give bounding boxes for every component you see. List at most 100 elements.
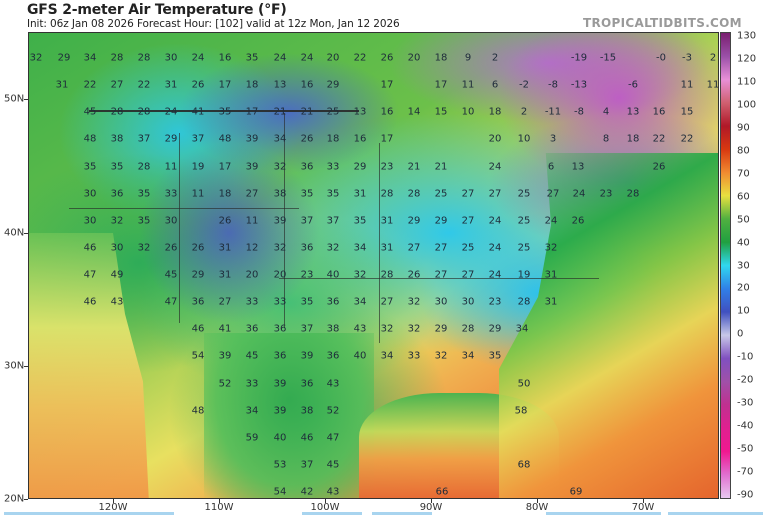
- temperature-label: 28: [137, 106, 151, 118]
- temperature-label: 32: [326, 242, 340, 254]
- temperature-label: 26: [300, 133, 314, 145]
- temperature-label: 21: [407, 161, 421, 173]
- temperature-label: 32: [273, 161, 287, 173]
- temperature-label: 26: [571, 215, 585, 227]
- temperature-label: 25: [326, 106, 340, 118]
- longitude-tick-label: 120W: [98, 502, 128, 513]
- temperature-label: 4: [602, 106, 610, 118]
- temperature-label: 27: [461, 269, 475, 281]
- temperature-label: 11: [461, 79, 475, 91]
- state-border: [284, 113, 285, 328]
- colorbar-tick-label: -20: [737, 374, 754, 386]
- latitude-tick: [24, 499, 28, 500]
- temperature-label: 24: [191, 52, 205, 64]
- temperature-label: 38: [110, 133, 124, 145]
- temperature-label: -3: [682, 52, 692, 64]
- temperature-label: 59: [245, 432, 259, 444]
- temperature-label: 35: [326, 188, 340, 200]
- temperature-label: 37: [137, 133, 151, 145]
- temperature-label: 18: [434, 52, 448, 64]
- temperature-label: 26: [164, 242, 178, 254]
- temperature-label: 30: [164, 52, 178, 64]
- temperature-label: 21: [434, 161, 448, 173]
- temperature-label: 20: [273, 269, 287, 281]
- temperature-label: 36: [191, 296, 205, 308]
- temperature-label: 26: [191, 79, 205, 91]
- temperature-label: 27: [407, 242, 421, 254]
- temperature-label: 35: [218, 106, 232, 118]
- colorbar-tick-label: 90: [737, 122, 750, 134]
- temperature-label: 21: [273, 106, 287, 118]
- temperature-label: 18: [218, 188, 232, 200]
- footer-strip: [668, 512, 763, 515]
- temperature-label: 34: [353, 242, 367, 254]
- colorbar-tick-label: 70: [737, 168, 750, 180]
- us-canada-border: [89, 110, 359, 112]
- temperature-label: 37: [326, 215, 340, 227]
- temperature-label: -0: [656, 52, 666, 64]
- temperature-label: 35: [353, 215, 367, 227]
- temperature-label: 43: [326, 378, 340, 390]
- temperature-label: 14: [407, 106, 421, 118]
- temperature-label: 43: [353, 323, 367, 335]
- temperature-label: 17: [434, 79, 448, 91]
- temperature-label: 22: [137, 79, 151, 91]
- temperature-label: 43: [326, 486, 340, 498]
- temperature-label: 22: [83, 79, 97, 91]
- temperature-label: 26: [218, 215, 232, 227]
- temperature-label: 29: [164, 133, 178, 145]
- state-border: [379, 143, 380, 343]
- temperature-label: 39: [273, 405, 287, 417]
- temperature-label: 69: [569, 486, 583, 498]
- temperature-label: 23: [488, 296, 502, 308]
- temperature-label: -13: [570, 79, 588, 91]
- temperature-label: 29: [434, 215, 448, 227]
- state-border: [279, 278, 599, 279]
- temperature-label: -19: [570, 52, 588, 64]
- temperature-label: 27: [380, 296, 394, 308]
- colorbar-tick-label: 0: [737, 328, 744, 340]
- temperature-label: 32: [29, 52, 43, 64]
- temperature-label: 33: [245, 378, 259, 390]
- temperature-label: 36: [273, 350, 287, 362]
- temperature-label: 16: [353, 133, 367, 145]
- temperature-label: 3: [549, 133, 557, 145]
- temperature-label: 24: [164, 106, 178, 118]
- temperature-label: -2: [519, 79, 529, 91]
- temperature-label: 27: [218, 296, 232, 308]
- temperature-label: 35: [110, 161, 124, 173]
- temperature-label: 48: [83, 133, 97, 145]
- brand-watermark: TROPICALTIDBITS.COM: [583, 16, 742, 30]
- temperature-label: 45: [164, 269, 178, 281]
- temperature-label: 16: [300, 79, 314, 91]
- temperature-label: 35: [83, 161, 97, 173]
- temperature-label: 31: [164, 79, 178, 91]
- temperature-label: 36: [326, 350, 340, 362]
- temperature-label: 15: [680, 106, 694, 118]
- temperature-label: 37: [300, 215, 314, 227]
- temperature-label: 17: [380, 133, 394, 145]
- temperature-label: 11: [164, 161, 178, 173]
- temperature-label: 33: [273, 296, 287, 308]
- temperature-label: 18: [326, 133, 340, 145]
- temperature-label: 2: [520, 106, 528, 118]
- temperature-label: 12: [245, 242, 259, 254]
- temperature-label: 32: [353, 269, 367, 281]
- temperature-label: 47: [164, 296, 178, 308]
- temperature-label: 24: [488, 242, 502, 254]
- temperature-label: 18: [245, 79, 259, 91]
- temperature-label: 28: [110, 106, 124, 118]
- temperature-label: 21: [300, 106, 314, 118]
- temperature-label: 29: [434, 323, 448, 335]
- temperature-label: 58: [514, 405, 528, 417]
- temperature-label: 27: [488, 188, 502, 200]
- temperature-label: 35: [488, 350, 502, 362]
- longitude-tick-label: 110W: [204, 502, 234, 513]
- temperature-label: 52: [326, 405, 340, 417]
- temperature-label: 43: [110, 296, 124, 308]
- atlantic-ocean-field: [499, 153, 718, 498]
- longitude-tick: [113, 499, 114, 503]
- temperature-label: 28: [626, 188, 640, 200]
- temperature-label: 31: [380, 215, 394, 227]
- temperature-label: 17: [218, 161, 232, 173]
